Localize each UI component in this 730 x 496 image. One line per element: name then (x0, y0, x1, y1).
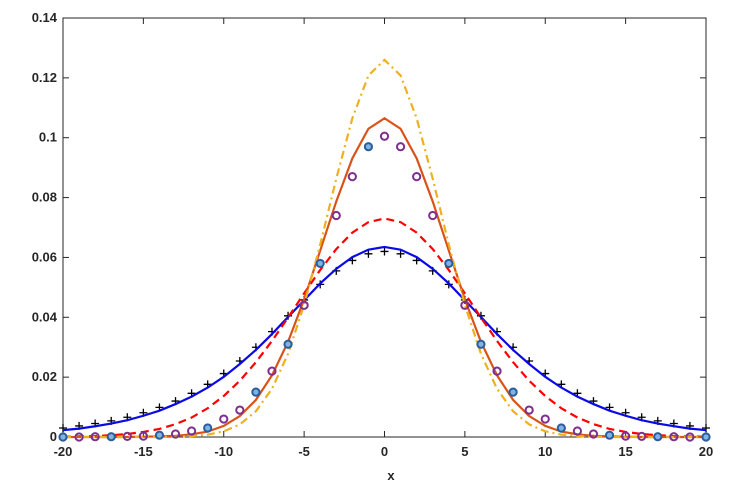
x-tick-label: 5 (461, 444, 468, 459)
circle-marker (669, 432, 679, 442)
y-tick-label: 0.04 (32, 309, 58, 324)
circle-marker (219, 414, 229, 424)
circle-marker (492, 366, 502, 376)
circle-marker (74, 432, 84, 442)
y-tick-label: 0.06 (32, 249, 57, 264)
circle-marker (331, 210, 341, 221)
circle-marker (460, 300, 470, 310)
circle-marker (556, 423, 566, 433)
plus-marker (364, 249, 373, 258)
circle-marker (540, 414, 550, 424)
circle-marker (251, 387, 261, 397)
circle-marker (203, 423, 213, 433)
plot-frame (62, 17, 707, 438)
circle-marker (138, 431, 148, 441)
plus-marker (702, 424, 710, 433)
series-line (63, 58, 706, 439)
x-tick-label: -10 (214, 444, 233, 459)
circle-marker (106, 432, 116, 442)
circle-marker (476, 339, 486, 349)
circle-marker (299, 300, 309, 310)
x-tick-label: -20 (54, 444, 73, 459)
x-tick-label: 10 (538, 444, 552, 459)
x-tick-label: 15 (618, 444, 632, 459)
y-tick-label: 0.02 (32, 369, 57, 384)
x-tick-label: -15 (134, 444, 153, 459)
circle-marker (267, 366, 277, 376)
circle-marker (58, 432, 68, 442)
circle-marker (379, 131, 390, 141)
circle-marker (604, 430, 615, 440)
circle-marker (524, 405, 534, 415)
circle-marker (235, 405, 245, 415)
y-tick-label: 0.1 (39, 130, 57, 145)
circle-marker (315, 258, 325, 269)
circle-marker (701, 432, 711, 442)
series-line (62, 245, 707, 432)
y-tick-label: 0.08 (32, 190, 57, 205)
x-axis-label: x (387, 468, 395, 483)
circle-marker (122, 431, 132, 442)
series-line (62, 217, 707, 438)
circle-marker (653, 432, 663, 442)
circle-marker (637, 431, 647, 442)
x-tick-label: -5 (298, 444, 310, 459)
plus-marker (380, 247, 389, 256)
plus-marker (59, 424, 67, 433)
circle-marker (685, 432, 695, 442)
y-tick-label: 0 (50, 429, 57, 444)
y-tick-label: 0.14 (32, 10, 58, 25)
plus-marker (396, 249, 405, 258)
circle-marker (395, 142, 406, 152)
circle-marker (363, 142, 374, 152)
circle-marker (412, 172, 422, 182)
circle-marker (444, 258, 454, 269)
circle-marker (572, 426, 583, 436)
x-tick-label: 20 (699, 444, 713, 459)
circle-marker (347, 172, 357, 182)
circle-marker (588, 429, 599, 439)
x-tick-label: 0 (381, 444, 388, 459)
circle-marker (187, 426, 197, 436)
circle-marker (508, 387, 518, 397)
circle-marker (283, 339, 293, 349)
y-tick-label: 0.12 (32, 70, 57, 85)
circle-marker (90, 432, 100, 442)
circle-marker (621, 431, 631, 441)
circle-marker (428, 210, 438, 221)
circle-marker (170, 429, 181, 439)
circle-marker (154, 430, 165, 440)
